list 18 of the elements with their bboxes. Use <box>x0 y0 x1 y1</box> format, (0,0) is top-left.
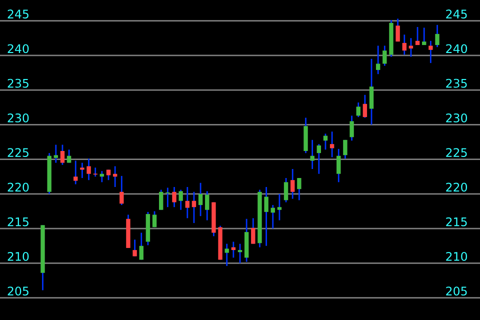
y2-tick-label: 210 <box>446 252 468 261</box>
y-tick-label: 240 <box>8 44 29 54</box>
y-tick-label: 245 <box>8 10 28 18</box>
y-tick-label: 235 <box>8 78 28 88</box>
y-tick-label: 215 <box>8 217 28 226</box>
y2-tick-label: 230 <box>446 113 468 122</box>
y-tick-label: 210 <box>8 252 29 261</box>
y-tick-label: 220 <box>8 182 29 192</box>
y2-tick-label: 205 <box>446 286 467 296</box>
y2-tick-label: 245 <box>446 10 467 18</box>
y-tick-label: 205 <box>8 286 28 296</box>
y-tick-label: 225 <box>8 148 28 158</box>
y2-tick-label: 215 <box>446 217 467 226</box>
y-tick-label: 230 <box>8 113 29 122</box>
y2-tick-label: 235 <box>446 78 467 88</box>
y2-tick-label: 225 <box>446 148 467 158</box>
y2-tick-label: 220 <box>446 182 468 192</box>
y2-tick-label: 240 <box>446 44 468 54</box>
